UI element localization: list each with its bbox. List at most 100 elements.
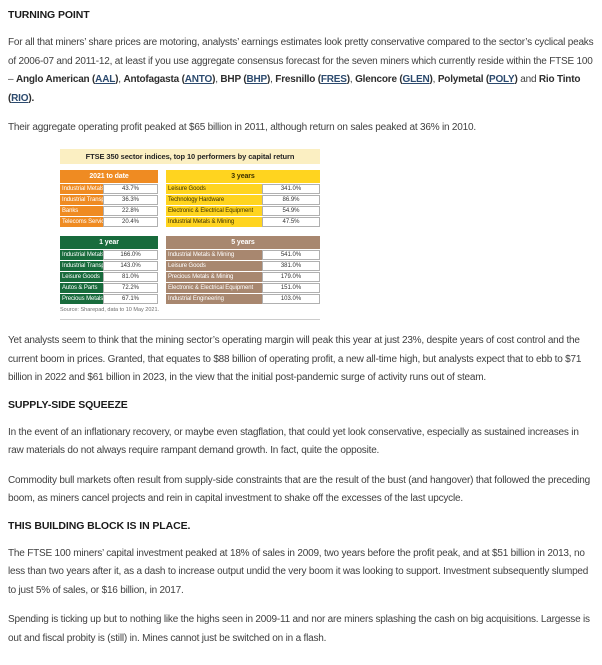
sector-name: Industrial Transportation — [60, 195, 103, 205]
quadrant-header-5-years: 5 years — [166, 236, 320, 249]
figure-title: FTSE 350 sector indices, top 10 performe… — [60, 148, 320, 164]
sector-value: 67.1% — [103, 294, 158, 304]
sector-value: 54.9% — [262, 206, 320, 216]
sector-row: Telecoms Services20.4% — [60, 217, 158, 227]
text-segment: ) — [212, 74, 216, 85]
quadrant-rows: Industrial Metals & Mining 541.0% Leisure … — [166, 250, 320, 304]
sector-value: 179.0% — [262, 272, 320, 282]
text-segment: Polymetal ( — [437, 74, 489, 85]
sector-row: Autos & Parts 72.2% — [60, 283, 158, 293]
sector-value: 143.0% — [103, 261, 158, 271]
text-segment: ) — [266, 74, 271, 85]
sector-name: Precious Metals & Mining — [60, 294, 103, 304]
text-segment: Antofagasta ( — [123, 74, 185, 85]
sector-value: 43.7% — [103, 184, 158, 194]
sector-row: Electronic & Electrical Equipment 54.9% — [166, 206, 320, 216]
text-segment: ). — [28, 92, 35, 104]
sector-value: 541.0% — [262, 250, 320, 260]
text-segment: , — [349, 74, 356, 85]
ticker-link-aal[interactable]: AAL — [95, 74, 116, 85]
paragraph-commodity-bull-markets: Commodity bull markets often result from… — [8, 474, 590, 505]
sector-name: Technology Hardware — [166, 195, 262, 205]
quadrant-2021-to-date: 2021 to date Industrial Metals & Mining4… — [60, 170, 158, 227]
ticker-link-poly[interactable]: POLY — [488, 74, 515, 85]
text-segment: , — [118, 74, 124, 85]
sector-name: Precious Metals & Mining — [166, 272, 262, 282]
sector-performance-figure: FTSE 350 sector indices, top 10 performe… — [60, 148, 320, 320]
sector-name: Industrial Metals & Mining — [166, 217, 262, 227]
sector-row: Precious Metals & Mining 179.0% — [166, 272, 320, 282]
text-segment: ) — [429, 74, 433, 85]
sector-value: 103.0% — [262, 294, 320, 304]
quadrant-3-years: 3 years Leisure Goods 341.0% Technology Ha… — [166, 170, 320, 227]
figure-source: Source: Sharepad, data to 10 May 2021. — [60, 307, 160, 313]
sector-name: Electronic & Electrical Equipment — [166, 206, 262, 216]
sector-value: 341.0% — [262, 184, 320, 194]
sector-name: Autos & Parts — [60, 283, 103, 293]
text-segment: ) — [346, 74, 350, 85]
paragraph-inflationary-recovery: In the event of an inflationary recovery… — [8, 426, 579, 457]
sector-row: Industrial Metals & Mining166.0% — [60, 250, 158, 260]
ticker-link-rio[interactable]: RIO — [11, 92, 29, 104]
quadrant-rows: Leisure Goods 341.0% Technology Hardware 86… — [166, 184, 320, 227]
text-segment: , — [270, 74, 276, 85]
sector-name: Industrial Metals & Mining — [60, 184, 103, 194]
text-segment: Rio Tinto ( — [8, 74, 581, 104]
sector-name: Electronic & Electrical Equipment — [166, 283, 262, 293]
quadrant-header-3-years: 3 years — [166, 170, 320, 183]
quadrant-1-year: 1 year Industrial Metals & Mining166.0%I… — [60, 236, 158, 304]
text-segment: ) — [514, 74, 518, 85]
text-segment: Anglo American ( — [15, 74, 96, 85]
sector-row: Banks 22.8% — [60, 206, 158, 216]
sector-value: 381.0% — [262, 261, 320, 271]
ticker-link-glen[interactable]: GLEN — [402, 74, 430, 85]
sector-row: Electronic & Electrical Equipment 151.0% — [166, 283, 320, 293]
ticker-link-bhp[interactable]: BHP — [246, 74, 267, 85]
sector-row: Leisure Goods 341.0% — [166, 184, 320, 194]
sector-value: 81.0% — [103, 272, 158, 282]
ticker-link-anto[interactable]: ANTO — [184, 74, 213, 85]
sector-name: Telecoms Services — [60, 217, 103, 227]
text-segment: BHP ( — [220, 74, 247, 85]
paragraph-capital-investment: The FTSE 100 miners’ capital investment … — [8, 547, 589, 596]
sector-row: Technology Hardware 86.9% — [166, 195, 320, 205]
sector-row: Industrial Metals & Mining 541.0% — [166, 250, 320, 260]
sector-name: Leisure Goods — [166, 261, 262, 271]
sector-row: Leisure Goods 81.0% — [60, 272, 158, 282]
paragraph-spending: Spending is ticking up but to nothing li… — [8, 614, 590, 644]
text-segment: For all that miners’ share prices are mo… — [8, 37, 594, 85]
sector-value: 151.0% — [262, 283, 320, 293]
heading-turning-point: TURNING POINT — [8, 9, 90, 21]
text-segment: , — [215, 74, 221, 85]
paragraph-operating-profit: Their aggregate operating profit peaked … — [8, 122, 476, 133]
sector-value: 166.0% — [103, 250, 158, 260]
sector-name: Leisure Goods — [166, 184, 262, 194]
sector-name: Industrial Metals & Mining — [60, 250, 103, 260]
quadrant-rows: Industrial Metals & Mining166.0%Industri… — [60, 250, 158, 304]
text-segment: Fresnillo ( — [275, 74, 321, 85]
quadrant-grid: 2021 to date Industrial Metals & Mining4… — [60, 170, 320, 304]
quadrant-header-2021-to-date: 2021 to date — [60, 170, 158, 183]
sector-row: Industrial Engineering 103.0% — [166, 294, 320, 304]
sector-name: Industrial Metals & Mining — [166, 250, 262, 260]
intro-paragraph: For all that miners’ share prices are mo… — [8, 34, 594, 108]
paragraph-operating-margin: Yet analysts seem to think that the mini… — [8, 335, 582, 383]
sector-value: 86.9% — [262, 195, 320, 205]
sector-row: Leisure Goods 381.0% — [166, 261, 320, 271]
quadrant-5-years: 5 years Industrial Metals & Mining 541.0%… — [166, 236, 320, 304]
quadrant-header-1-year: 1 year — [60, 236, 158, 249]
sector-row: Industrial Metals & Mining43.7% — [60, 184, 158, 194]
sector-row: Industrial Transportation143.0% — [60, 261, 158, 271]
sector-value: 20.4% — [103, 217, 158, 227]
sector-value: 72.2% — [103, 283, 158, 293]
text-segment: ) — [115, 74, 119, 85]
sector-row: Industrial Metals & Mining 47.5% — [166, 217, 320, 227]
sector-name: Banks — [60, 206, 103, 216]
text-segment: Glencore ( — [355, 74, 403, 85]
text-segment: and — [517, 74, 539, 85]
sector-name: Leisure Goods — [60, 272, 103, 282]
sector-name: Industrial Engineering — [166, 294, 262, 304]
ticker-link-fres[interactable]: FRES — [320, 74, 347, 85]
sector-value: 47.5% — [262, 217, 320, 227]
